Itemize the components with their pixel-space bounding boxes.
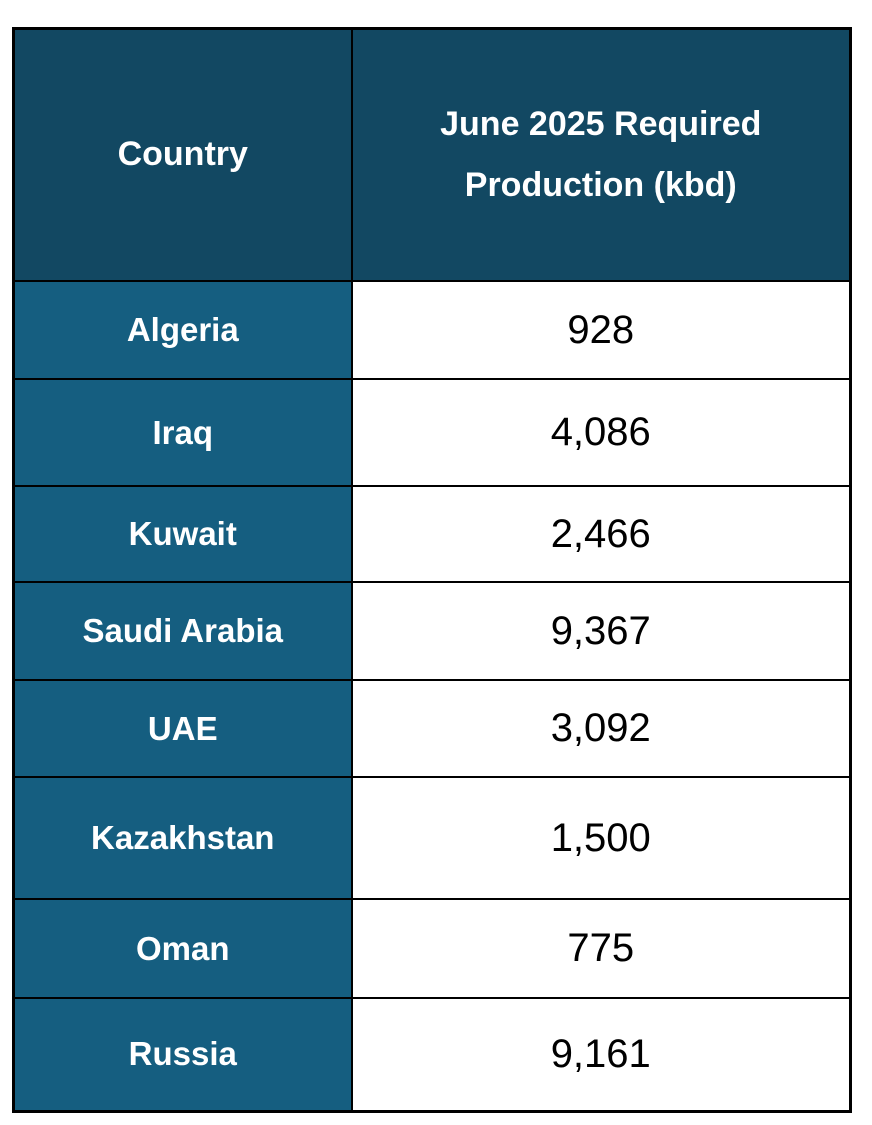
production-value-cell: 775 <box>350 898 852 999</box>
production-table: Country June 2025 Required Production (k… <box>12 27 852 1113</box>
table-row: Algeria 928 <box>12 280 852 380</box>
table-row: UAE 3,092 <box>12 679 852 778</box>
country-cell: Kuwait <box>12 485 353 583</box>
production-value-cell: 1,500 <box>350 776 852 900</box>
production-value-cell: 9,161 <box>350 997 852 1112</box>
production-value-cell: 3,092 <box>350 679 852 778</box>
header-country: Country <box>12 27 353 282</box>
table-row: Oman 775 <box>12 898 852 999</box>
table-row: Saudi Arabia 9,367 <box>12 581 852 681</box>
country-cell: Russia <box>12 997 353 1112</box>
country-cell: Kazakhstan <box>12 776 353 900</box>
country-cell: Saudi Arabia <box>12 581 353 681</box>
production-value-cell: 4,086 <box>350 378 852 487</box>
country-cell: Iraq <box>12 378 353 487</box>
production-value-cell: 2,466 <box>350 485 852 583</box>
production-value-cell: 928 <box>350 280 852 380</box>
table-row: Iraq 4,086 <box>12 378 852 487</box>
country-cell: Oman <box>12 898 353 999</box>
header-production: June 2025 Required Production (kbd) <box>350 27 852 282</box>
table-row: Russia 9,161 <box>12 997 852 1112</box>
header-row: Country June 2025 Required Production (k… <box>12 27 852 282</box>
country-cell: UAE <box>12 679 353 778</box>
production-value-cell: 9,367 <box>350 581 852 681</box>
table-row: Kazakhstan 1,500 <box>12 776 852 900</box>
country-cell: Algeria <box>12 280 353 380</box>
table-row: Kuwait 2,466 <box>12 485 852 583</box>
